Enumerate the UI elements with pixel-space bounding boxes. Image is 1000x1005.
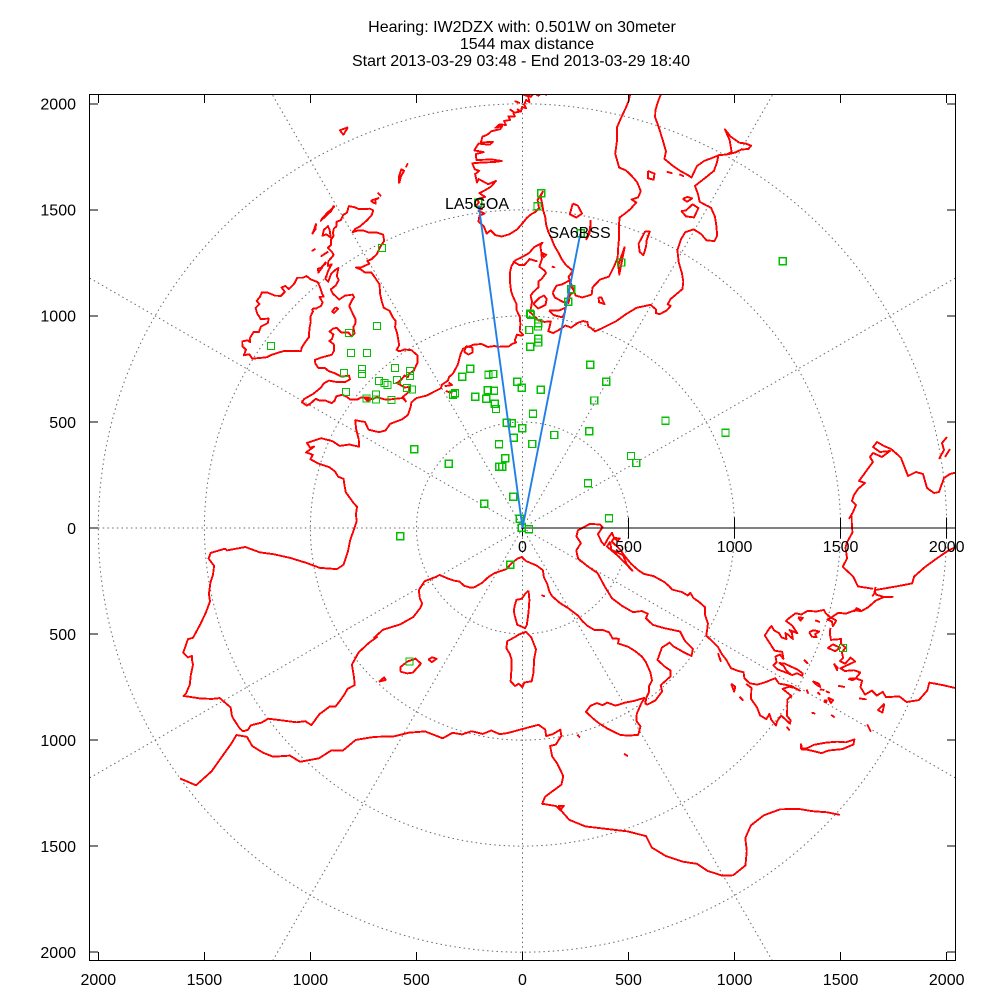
svg-text:1500: 1500 [187, 972, 223, 989]
svg-text:500: 500 [49, 627, 76, 644]
svg-text:1500: 1500 [40, 839, 76, 856]
svg-text:1000: 1000 [293, 972, 329, 989]
svg-text:1000: 1000 [40, 733, 76, 750]
svg-text:Start 2013-03-29 03:48 - End 2: Start 2013-03-29 03:48 - End 2013-03-29 … [352, 53, 690, 70]
svg-text:LA5GOA: LA5GOA [445, 196, 509, 213]
svg-text:500: 500 [615, 972, 642, 989]
svg-text:Hearing: IW2DZX with: 0.501W o: Hearing: IW2DZX with: 0.501W on 30meter [368, 19, 676, 36]
svg-text:0: 0 [67, 521, 76, 538]
svg-text:2000: 2000 [40, 945, 76, 962]
svg-text:1500: 1500 [823, 972, 859, 989]
svg-text:1500: 1500 [40, 203, 76, 220]
svg-text:500: 500 [615, 539, 642, 556]
svg-text:0: 0 [518, 539, 527, 556]
svg-text:1500: 1500 [823, 539, 859, 556]
svg-text:2000: 2000 [40, 97, 76, 114]
svg-text:500: 500 [403, 972, 430, 989]
svg-text:2000: 2000 [929, 972, 965, 989]
svg-text:1000: 1000 [717, 972, 753, 989]
svg-text:0: 0 [518, 972, 527, 989]
svg-text:1000: 1000 [717, 539, 753, 556]
svg-text:2000: 2000 [81, 972, 117, 989]
svg-text:500: 500 [49, 415, 76, 432]
svg-text:2000: 2000 [929, 539, 965, 556]
svg-text:SA6BSS: SA6BSS [548, 225, 610, 242]
svg-text:1000: 1000 [40, 309, 76, 326]
svg-text:1544 max distance: 1544 max distance [460, 36, 594, 53]
